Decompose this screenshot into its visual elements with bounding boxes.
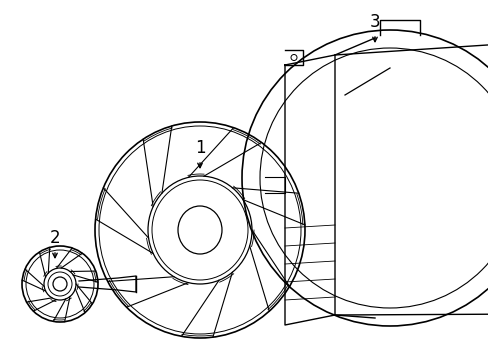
Text: 3: 3 bbox=[369, 13, 380, 31]
Text: 2: 2 bbox=[50, 229, 60, 247]
Text: 1: 1 bbox=[194, 139, 205, 157]
